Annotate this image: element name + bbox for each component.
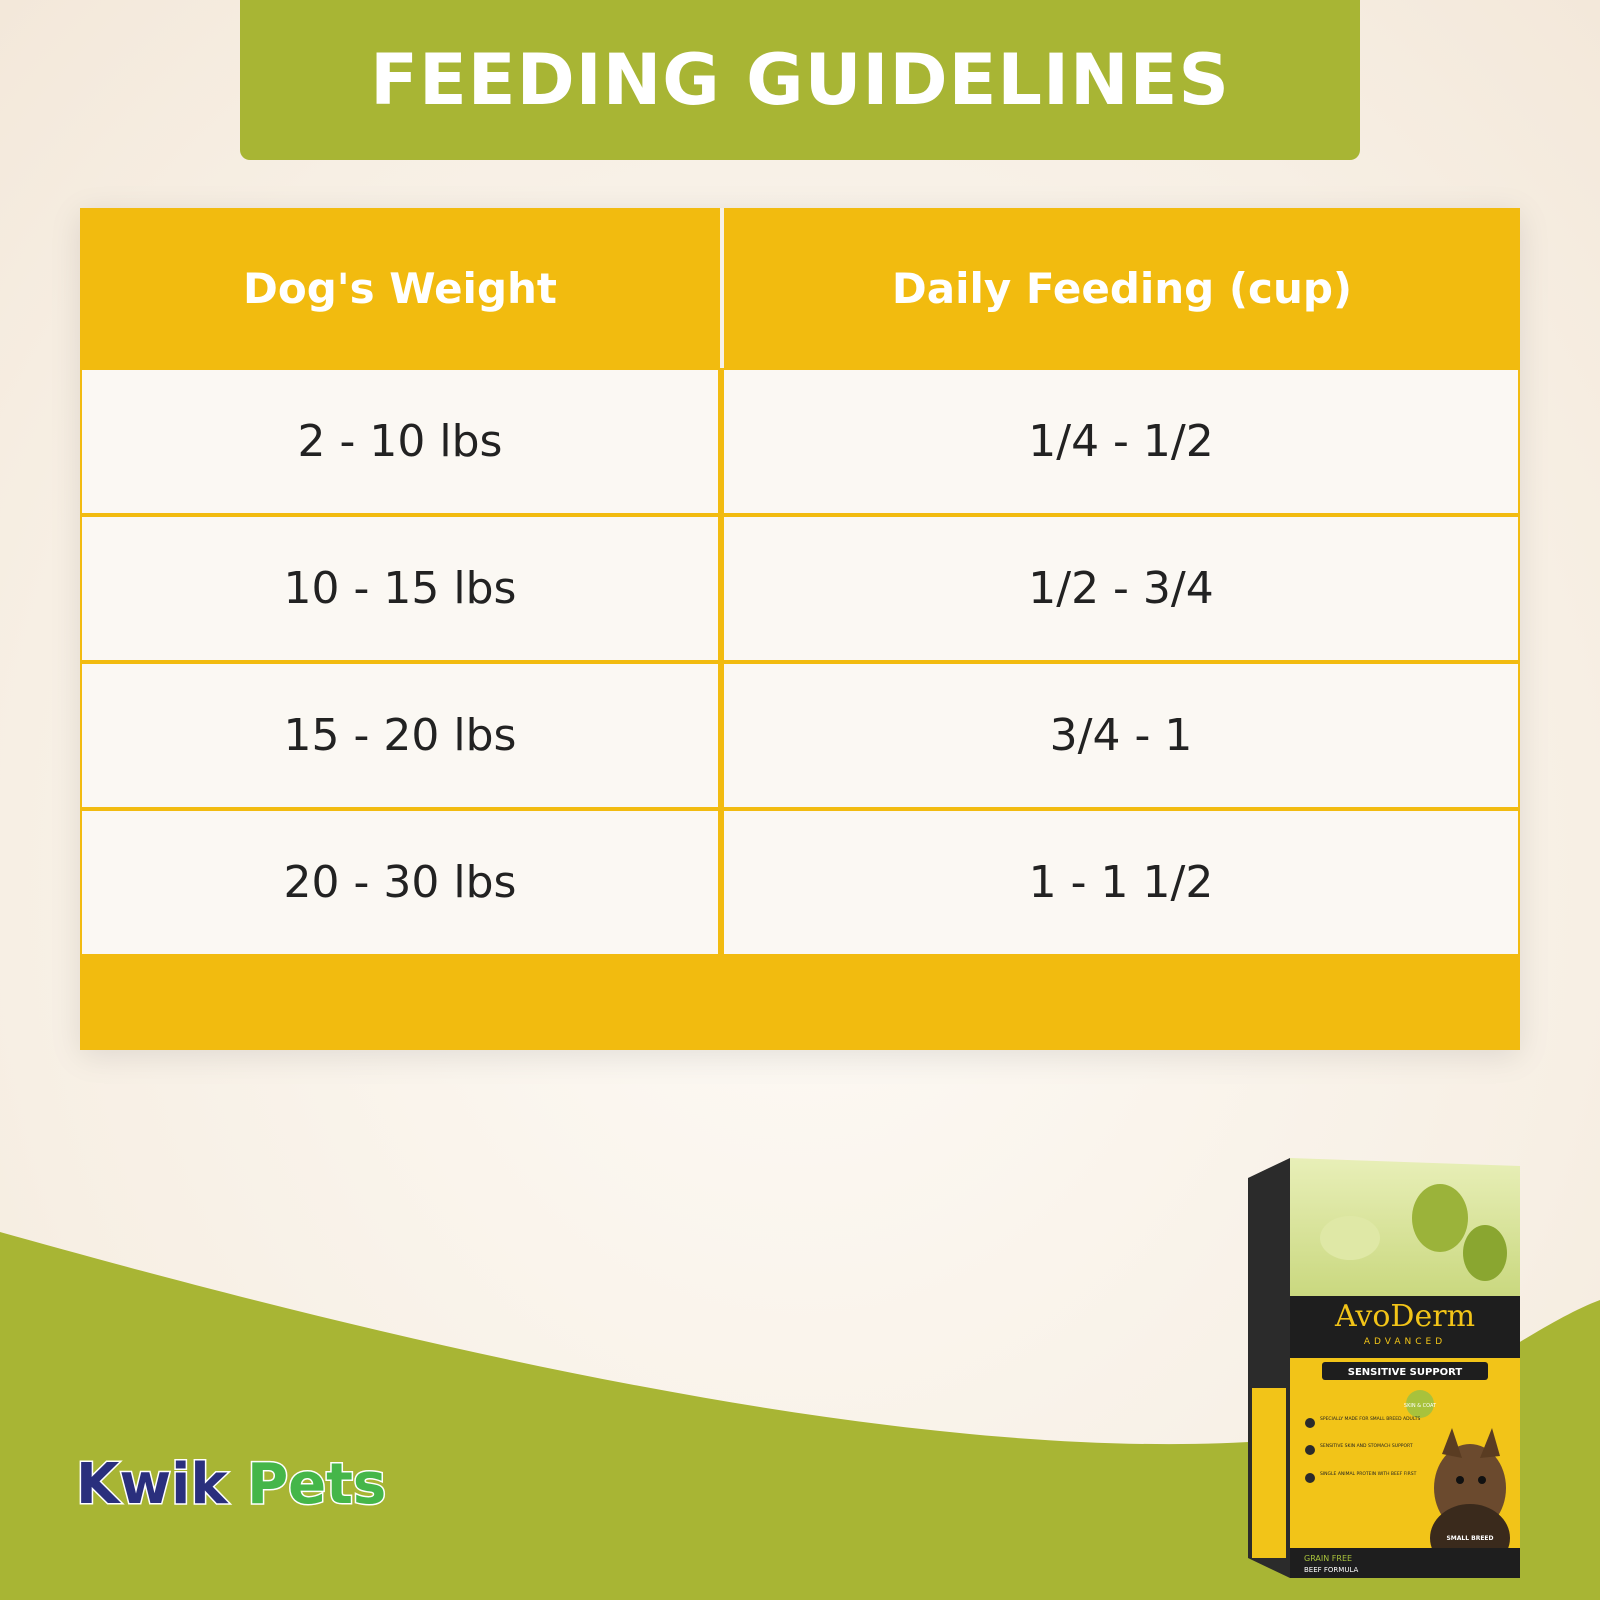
feeding-cell: 1/2 - 3/4 bbox=[724, 517, 1518, 660]
header-dog-weight: Dog's Weight bbox=[242, 263, 557, 313]
bag-badge: SKIN & COAT bbox=[1404, 1403, 1437, 1409]
page-title: FEEDING GUIDELINES bbox=[370, 39, 1230, 121]
bag-size-tag: SMALL BREED bbox=[1446, 1535, 1493, 1542]
header-divider bbox=[720, 208, 724, 368]
weight-cell: 10 - 15 lbs bbox=[82, 517, 718, 660]
weight-cell: 20 - 30 lbs bbox=[82, 811, 718, 954]
bag-line: ADVANCED bbox=[1364, 1337, 1446, 1347]
logo-word-kwik: Kwik bbox=[75, 1451, 230, 1519]
bag-footer-2: BEEF FORMULA bbox=[1304, 1566, 1359, 1574]
feeding-cell: 3/4 - 1 bbox=[724, 664, 1518, 807]
bag-formula: SENSITIVE SUPPORT bbox=[1348, 1367, 1463, 1378]
title-banner: FEEDING GUIDELINES bbox=[240, 0, 1360, 160]
table-header-row: Dog's Weight Daily Feeding (cup) bbox=[80, 208, 1520, 368]
logo-word-pets: Pets bbox=[246, 1451, 388, 1519]
bag-feature-3: SINGLE ANIMAL PROTEIN WITH BEEF FIRST bbox=[1320, 1471, 1417, 1477]
table-row: 10 - 15 lbs 1/2 - 3/4 bbox=[82, 517, 1518, 660]
bag-footer-1: GRAIN FREE bbox=[1304, 1554, 1352, 1563]
bag-brand: AvoDerm bbox=[1334, 1299, 1475, 1334]
weight-cell: 2 - 10 lbs bbox=[82, 370, 718, 513]
table-row: 15 - 20 lbs 3/4 - 1 bbox=[82, 664, 1518, 807]
feeding-cell: 1 - 1 1/2 bbox=[724, 811, 1518, 954]
feeding-cell: 1/4 - 1/2 bbox=[724, 370, 1518, 513]
product-bag-image: AvoDerm ADVANCED SENSITIVE SUPPORT SKIN … bbox=[1248, 1158, 1520, 1578]
table-row: 2 - 10 lbs 1/4 - 1/2 bbox=[82, 370, 1518, 513]
table-row: 20 - 30 lbs 1 - 1 1/2 bbox=[82, 811, 1518, 954]
weight-cell: 15 - 20 lbs bbox=[82, 664, 718, 807]
bag-feature-1: SPECIALLY MADE FOR SMALL BREED ADULTS bbox=[1320, 1416, 1420, 1422]
bag-feature-2: SENSITIVE SKIN AND STOMACH SUPPORT bbox=[1320, 1443, 1413, 1449]
kwik-pets-logo: Kwik Pets bbox=[75, 1451, 388, 1519]
feeding-table: Dog's Weight Daily Feeding (cup) 2 - 10 … bbox=[80, 208, 1520, 1050]
header-daily-feeding: Daily Feeding (cup) bbox=[891, 263, 1353, 313]
